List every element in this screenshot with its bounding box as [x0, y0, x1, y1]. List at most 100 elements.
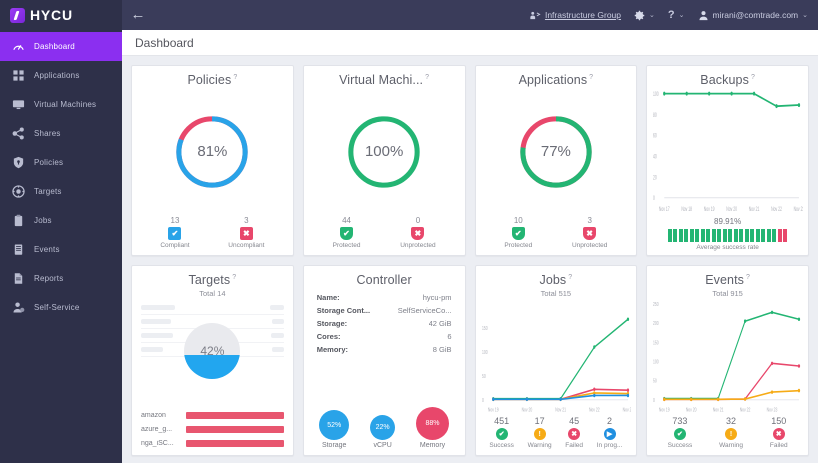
stat-success[interactable]: 451 ✔ Success	[489, 416, 514, 449]
stat-failed[interactable]: 45 ✖ Failed	[565, 416, 583, 449]
legend-item[interactable]: 10 ✔ Protected	[504, 216, 532, 249]
stat-success[interactable]: 733 ✔ Success	[668, 416, 693, 449]
info-icon[interactable]: ?	[589, 74, 594, 81]
backups-success-rate: 89.91%	[714, 217, 742, 226]
legend-item[interactable]: 13 ✔ Compliant	[160, 216, 189, 249]
target-row[interactable]: azure_g...	[141, 422, 284, 436]
backups-success-bars	[667, 229, 788, 242]
help-menu-button[interactable]: ? ⌄	[668, 9, 685, 21]
jobs-stats: 451 ✔ Success 17 ! Warning 45 ✖ Fail	[481, 416, 632, 451]
jobs-line-chart: 0 50 100 150 Nov 19 Nov 20 Nov 21 Nov 22 Nov 23	[481, 298, 631, 416]
back-button[interactable]: ←	[130, 6, 146, 23]
app-logo[interactable]: HYCU	[0, 0, 122, 30]
infrastructure-group-button[interactable]: Infrastructure Group	[530, 10, 621, 21]
detail-value: 42 GiB	[428, 319, 452, 328]
main-content: Dashboard Policies ? 81%	[122, 30, 818, 463]
info-icon[interactable]: ?	[568, 274, 573, 281]
ghost-row	[141, 301, 284, 315]
events-line-chart: 0 50 100 150 200 250 Nov 19 Nov 20 Nov 21 Nov 22 N…	[652, 298, 803, 416]
info-icon[interactable]: ?	[425, 74, 430, 81]
target-row[interactable]: nga_iSC...	[141, 436, 284, 450]
svg-text:Nov 20: Nov 20	[521, 407, 532, 413]
controller-gauges: 52% Storage 22% vCPU 88% Memory	[309, 407, 460, 451]
sidebar-item-reports[interactable]: Reports	[0, 264, 122, 293]
legend-item[interactable]: 3 ✖ Uncompliant	[228, 216, 264, 249]
stat-warning[interactable]: 32 ! Warning	[719, 416, 743, 449]
sidebar-item-policies[interactable]: Policies	[0, 148, 122, 177]
svg-text:250: 250	[653, 301, 659, 307]
stat-in-progress[interactable]: 2 ▶ In prog...	[597, 416, 623, 449]
card-title-text: Events	[705, 273, 745, 287]
card-title-text: Policies	[187, 73, 232, 87]
card-controller[interactable]: Controller Name: hycu-pm Storage Cont...…	[302, 265, 466, 456]
targets-gauge-area: 42%	[137, 298, 288, 408]
user-icon	[698, 10, 709, 21]
sidebar-item-applications[interactable]: Applications	[0, 61, 122, 90]
user-menu-button[interactable]: mirani@comtrade.com ⌄	[698, 10, 808, 21]
svg-text:Nov 22: Nov 22	[588, 407, 599, 413]
legend-count: 3	[244, 216, 249, 225]
svg-text:Nov 23: Nov 23	[622, 407, 631, 413]
legend-item[interactable]: 0 ✖ Unprotected	[400, 216, 435, 249]
target-row[interactable]: amazon	[141, 408, 284, 422]
svg-text:Nov 22: Nov 22	[740, 407, 751, 413]
svg-text:100: 100	[653, 359, 659, 365]
info-icon[interactable]: ?	[746, 274, 751, 281]
stat-label: Warning	[719, 442, 744, 449]
legend-count: 44	[342, 216, 351, 225]
legend-item[interactable]: 3 ✖ Unprotected	[572, 216, 607, 249]
storage-gauge-value: 52%	[319, 410, 350, 440]
sidebar-item-events[interactable]: Events	[0, 235, 122, 264]
backups-success-caption: Average success rate	[696, 244, 759, 251]
settings-caret-icon: ⌄	[649, 12, 655, 19]
stat-label: Success	[489, 442, 514, 449]
sidebar-label: Events	[34, 245, 60, 254]
group-icon	[530, 10, 541, 21]
card-policies[interactable]: Policies ? 81%	[131, 65, 294, 256]
legend-item[interactable]: 44 ✔ Protected	[333, 216, 361, 249]
svg-text:Nov 18: Nov 18	[682, 206, 693, 213]
settings-menu-button[interactable]: ⌄	[634, 10, 655, 21]
sidebar-item-jobs[interactable]: Jobs	[0, 206, 122, 235]
card-virtual-machines[interactable]: Virtual Machi... ? 100% 44	[302, 65, 466, 256]
card-title-text: Jobs	[539, 273, 567, 287]
gauge-vcpu: 22% vCPU	[370, 415, 396, 449]
svg-text:60: 60	[653, 133, 657, 140]
card-title-text: Applications	[518, 73, 588, 87]
shield-check-icon: ✔	[340, 227, 354, 240]
sidebar-item-dashboard[interactable]: Dashboard	[0, 32, 122, 61]
sidebar-label: Jobs	[34, 216, 52, 225]
legend-label: Compliant	[160, 242, 190, 249]
stat-count: 17	[534, 416, 545, 426]
card-jobs[interactable]: Jobs ? Total 515 0 50 100 150 Nov 19 Nov 20 No…	[474, 265, 638, 456]
card-events[interactable]: Events ? Total 915 0 50 100 150 200 250 Nov 19…	[646, 265, 809, 456]
policies-donut: 81%	[173, 113, 251, 191]
card-title-row: Backups ?	[700, 73, 755, 87]
shield-check-icon: ✔	[511, 227, 525, 240]
page-title: Dashboard	[122, 30, 818, 56]
policies-legend: 13 ✔ Compliant 3 ✖ Uncompliant	[137, 216, 288, 251]
stat-failed[interactable]: 150 ✖ Failed	[770, 416, 788, 449]
card-backups[interactable]: Backups ? 0 20 40 60 80 100 Nov 17 Nov 18 Nov 19…	[646, 65, 809, 256]
svg-text:Nov 17: Nov 17	[659, 206, 670, 213]
sidebar-item-targets[interactable]: Targets	[0, 177, 122, 206]
gear-icon	[634, 10, 645, 21]
stat-label: Warning	[527, 442, 552, 449]
info-icon[interactable]: ?	[750, 74, 755, 81]
targets-list: amazon azure_g... nga_iSC...	[137, 408, 288, 451]
sidebar-item-virtual-machines[interactable]: Virtual Machines	[0, 90, 122, 119]
info-icon[interactable]: ?	[232, 274, 237, 281]
sidebar-item-self-service[interactable]: Self-Service	[0, 293, 122, 322]
card-targets[interactable]: Targets ? Total 14 42%	[131, 265, 294, 456]
card-applications[interactable]: Applications ? 77%	[474, 65, 638, 256]
policies-donut-wrap: 81%	[137, 87, 288, 216]
sidebar-item-shares[interactable]: Shares	[0, 119, 122, 148]
user-email-label: mirani@comtrade.com	[712, 10, 799, 20]
top-bar: HYCU ← Infrastructure Group ⌄ ? ⌄	[0, 0, 818, 30]
stat-warning[interactable]: 17 ! Warning	[528, 416, 552, 449]
info-icon[interactable]: ?	[233, 74, 238, 81]
gauge-storage: 52% Storage	[319, 410, 350, 449]
detail-key: Storage Cont...	[316, 306, 371, 315]
stat-count: 733	[672, 416, 688, 426]
